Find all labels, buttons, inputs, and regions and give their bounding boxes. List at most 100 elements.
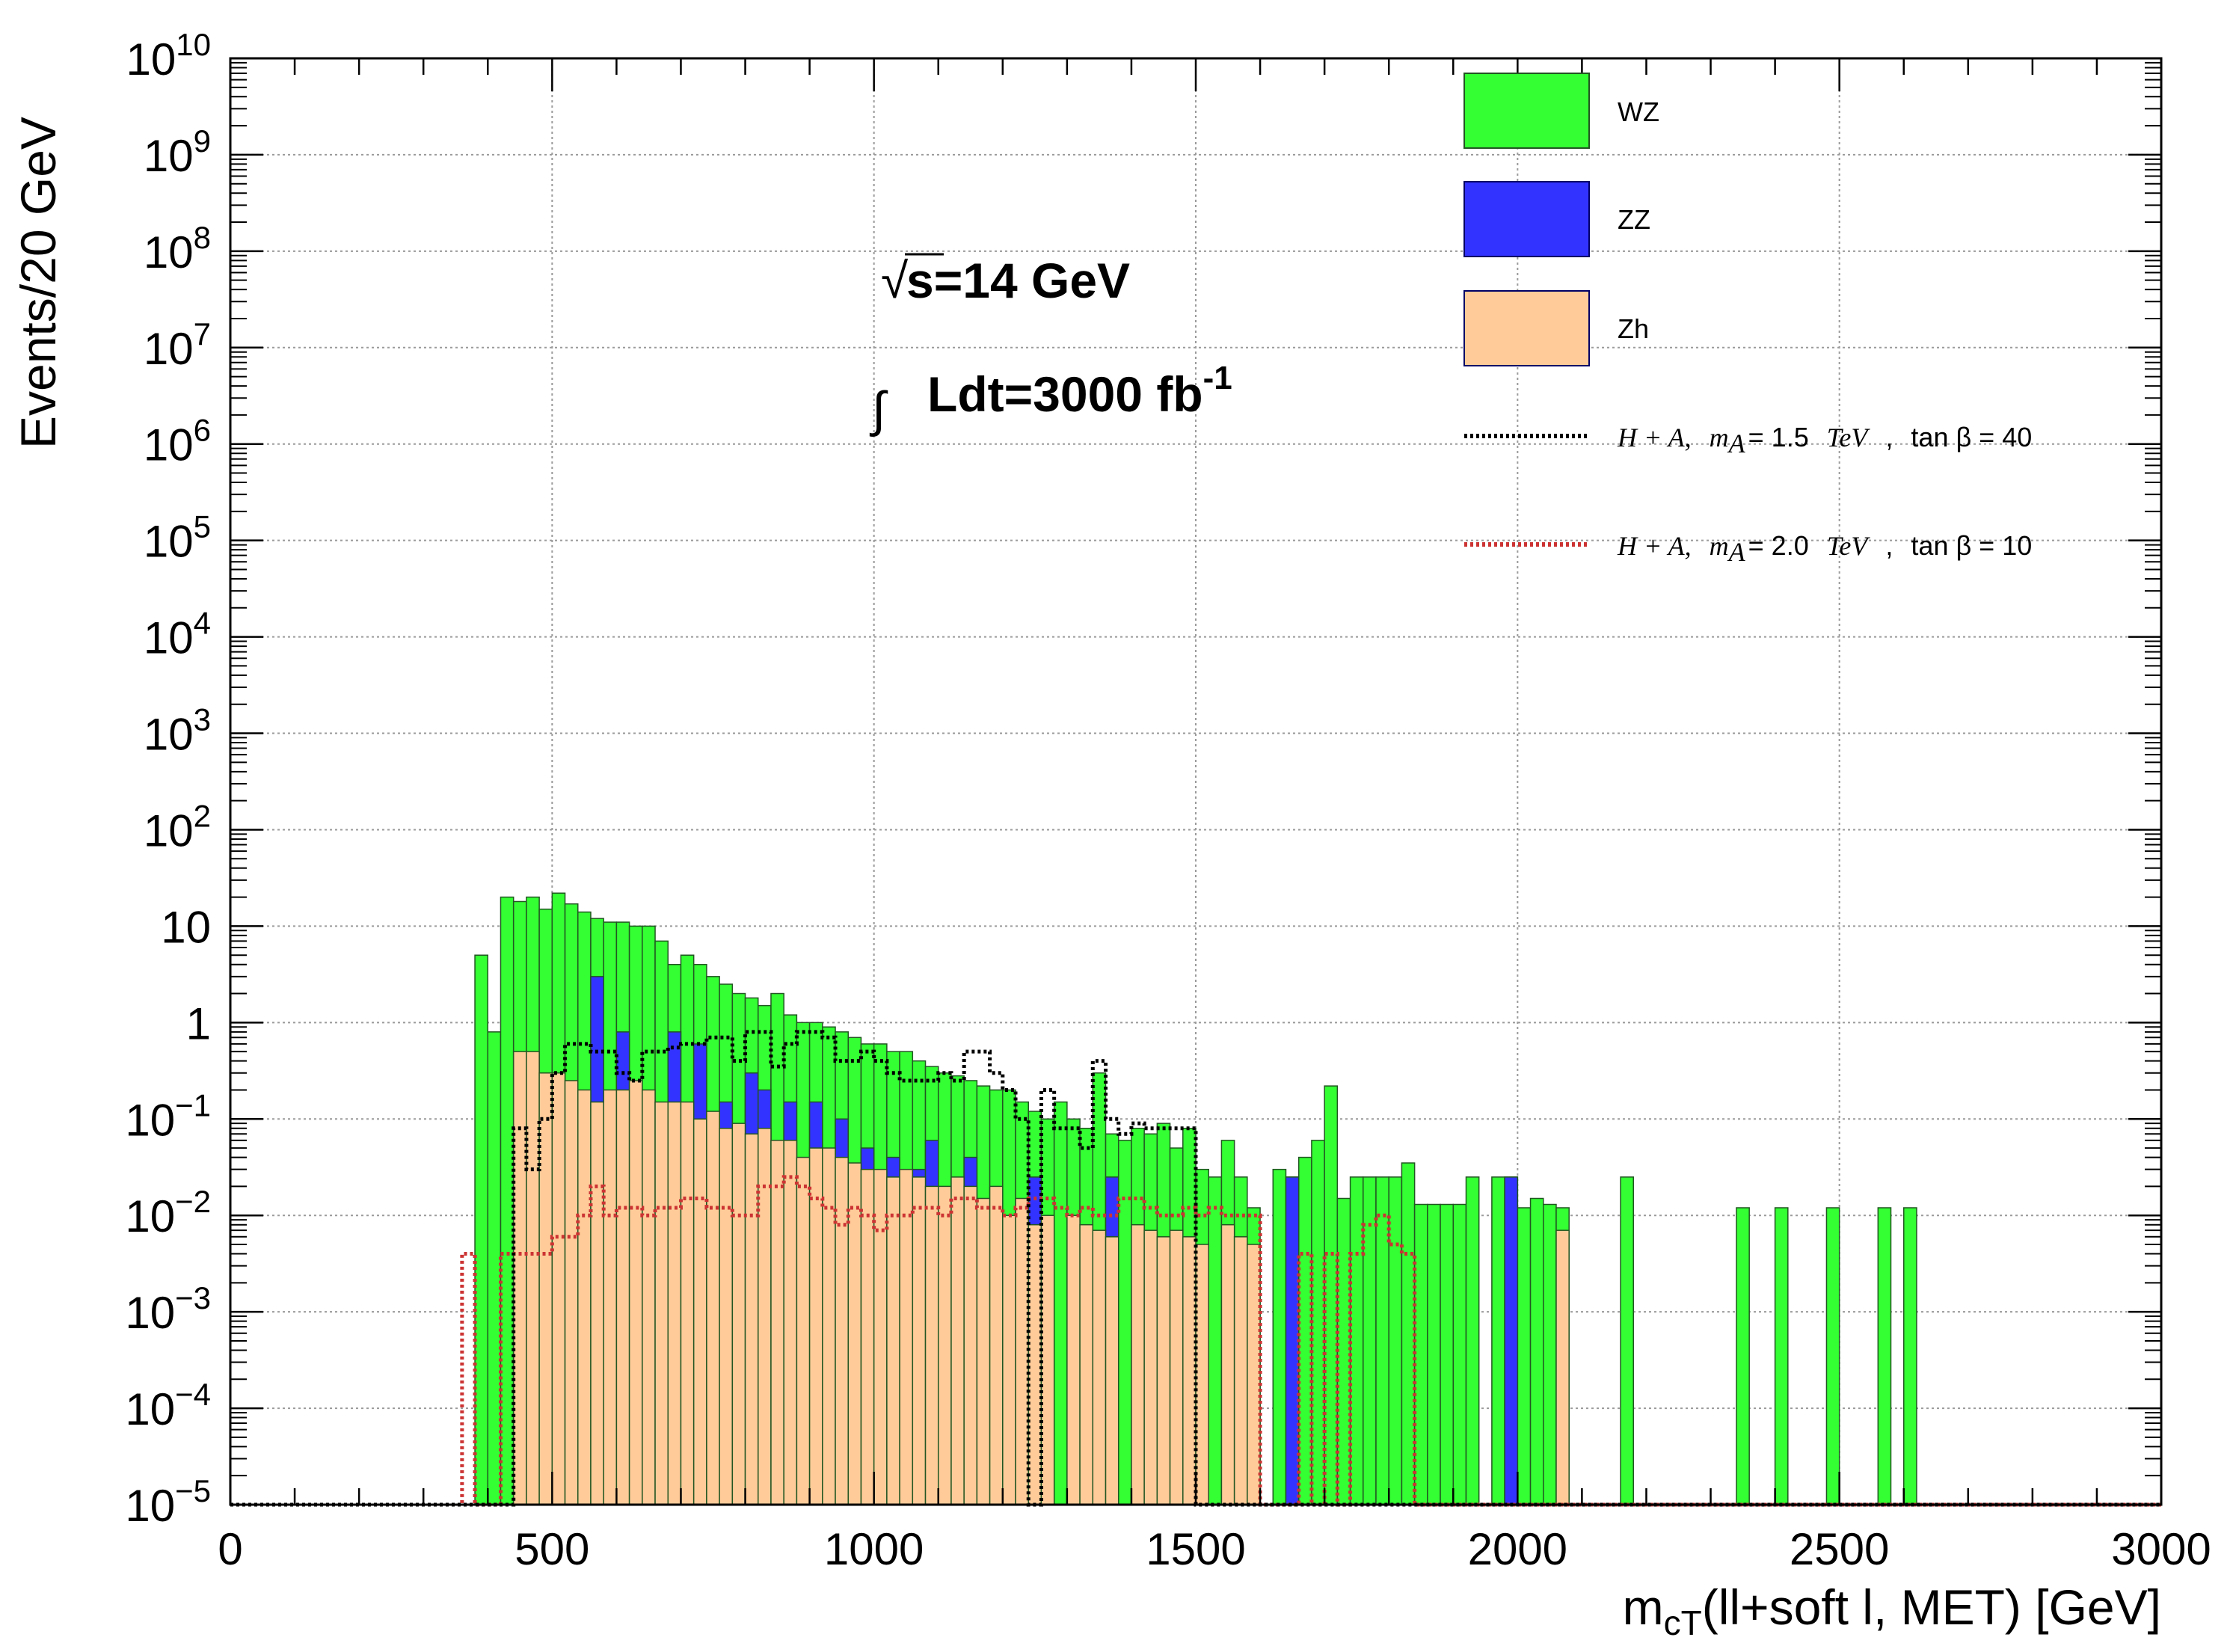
bar-zh: [1131, 1223, 1145, 1505]
bar-wz: [1543, 1203, 1557, 1505]
y-tick-exp: −2: [175, 1184, 211, 1219]
bar-wz: [1452, 1203, 1467, 1505]
bar-zh: [950, 1176, 965, 1505]
line-signal-mA2000: [230, 1175, 2161, 1507]
y-tick-label: 10−5: [125, 1473, 211, 1531]
y-tick-label: 10−3: [125, 1280, 211, 1338]
x-tick-label: 1500: [1146, 1524, 1245, 1574]
bar-wz: [1401, 1162, 1416, 1505]
sig1-tan: tan β = 40: [1911, 422, 2032, 452]
y-tick-exp: 10: [176, 27, 211, 62]
y-tick-exp: 2: [194, 798, 211, 833]
bar-zh: [564, 1080, 579, 1505]
y-tick-exp: 3: [194, 702, 211, 737]
bar-zh: [770, 1140, 784, 1505]
axis-ticks: [229, 57, 2163, 1506]
bar-wz: [1902, 1207, 1917, 1505]
histogram-bars: [474, 892, 1917, 1505]
sig2-sep: ,: [1885, 530, 1893, 561]
bar-wz: [1297, 1156, 1312, 1505]
legend-swatch-zh: [1463, 290, 1590, 366]
y-tick-base: 10: [125, 1384, 175, 1434]
bar-zh: [692, 1118, 707, 1505]
annotation: √ s=14 GeV ∫ Ldt=3000 fb-1: [869, 253, 1232, 437]
bar-zh: [873, 1168, 888, 1505]
bar-zh: [1105, 1236, 1119, 1505]
bar-zh: [1156, 1236, 1171, 1505]
bar-wz: [1427, 1203, 1441, 1505]
y-tick-label: 1010: [126, 27, 211, 85]
bar-wz: [500, 896, 515, 1505]
sig1-sep: ,: [1885, 422, 1893, 452]
bar-zh: [628, 1080, 643, 1505]
y-tick-base: 10: [144, 324, 194, 374]
y-tick-label: 10: [161, 902, 211, 952]
x-tick-labels: 0 500 1000 1500 2000 2500 3000: [218, 1524, 2211, 1574]
bar-wz: [1117, 1140, 1132, 1505]
y-tick-label: 1: [186, 998, 211, 1048]
y-tick-base: 10: [144, 227, 194, 277]
bar-zh: [976, 1197, 991, 1505]
sqrt-symbol: √: [881, 253, 909, 308]
bar-wz: [1774, 1207, 1789, 1505]
x-axis-title-rest: (ll+soft l, MET) [GeV]: [1702, 1579, 2161, 1635]
y-tick-base: 10: [144, 613, 194, 663]
bar-wz: [1491, 1176, 1505, 1505]
bar-wz: [1388, 1176, 1403, 1505]
bar-zh: [989, 1185, 1004, 1505]
y-tick-label: 109: [144, 123, 211, 181]
y-tick-label: 104: [144, 606, 211, 663]
bar-zh: [796, 1156, 811, 1505]
bar-wz: [474, 954, 489, 1505]
sig1-mval: = 1.5: [1748, 422, 1809, 452]
x-axis-title-main: m: [1623, 1579, 1664, 1635]
bar-zh: [1092, 1229, 1107, 1505]
energy-label: s=14 GeV: [906, 253, 1130, 308]
bar-wz: [1349, 1176, 1364, 1505]
y-tick-exp: 8: [194, 220, 211, 255]
bar-zh: [512, 1051, 527, 1505]
bar-zh: [615, 1089, 630, 1505]
y-tick-exp: 5: [194, 509, 211, 544]
bar-zh: [1002, 1215, 1016, 1505]
bar-zh: [706, 1111, 720, 1505]
bar-zh: [551, 1072, 566, 1505]
bar-zh: [667, 1101, 682, 1505]
sig2-msub: A: [1727, 537, 1746, 567]
y-tick-base: 10: [125, 1095, 175, 1145]
bar-zz: [1504, 1176, 1519, 1505]
x-tick-label: 0: [218, 1524, 242, 1574]
bar-zh: [577, 1089, 592, 1505]
x-axis-title-sub: cT: [1664, 1603, 1702, 1642]
bar-wz: [1465, 1176, 1480, 1505]
y-tick-exp: 6: [194, 413, 211, 448]
x-tick-label: 3000: [2111, 1524, 2211, 1574]
y-tick-exp: −5: [175, 1473, 211, 1508]
legend: WZ ZZ Zh H + A, mA = 1.5 TeV , tan β = 4…: [1463, 73, 2032, 567]
bar-zh: [912, 1176, 927, 1505]
bar-zh: [654, 1101, 669, 1505]
bar-zh: [1555, 1229, 1570, 1505]
bar-zh: [1247, 1244, 1261, 1505]
x-tick-label: 2000: [1468, 1524, 1567, 1574]
bar-zh: [1015, 1197, 1029, 1505]
bar-wz: [1375, 1176, 1389, 1505]
y-tick-base: 10: [144, 131, 194, 181]
integral-symbol: ∫: [869, 381, 888, 437]
bar-wz: [1208, 1176, 1223, 1505]
sig1-unit: TeV: [1827, 423, 1871, 452]
y-tick-base: 10: [144, 710, 194, 760]
bar-zh: [924, 1185, 939, 1505]
y-tick-base: 1: [186, 998, 211, 1048]
sig2-proc: H + A,: [1617, 531, 1692, 561]
legend-swatch-zz: [1463, 181, 1590, 257]
bar-zh: [526, 1051, 540, 1505]
bar-zh: [937, 1185, 952, 1505]
y-tick-label: 10−4: [125, 1377, 211, 1434]
y-tick-label: 103: [144, 702, 211, 760]
bar-zh: [963, 1185, 978, 1505]
y-tick-base: 10: [125, 1481, 175, 1531]
y-tick-base: 10: [144, 805, 194, 856]
y-tick-base: 10: [125, 1191, 175, 1241]
bar-zh: [1169, 1229, 1184, 1505]
